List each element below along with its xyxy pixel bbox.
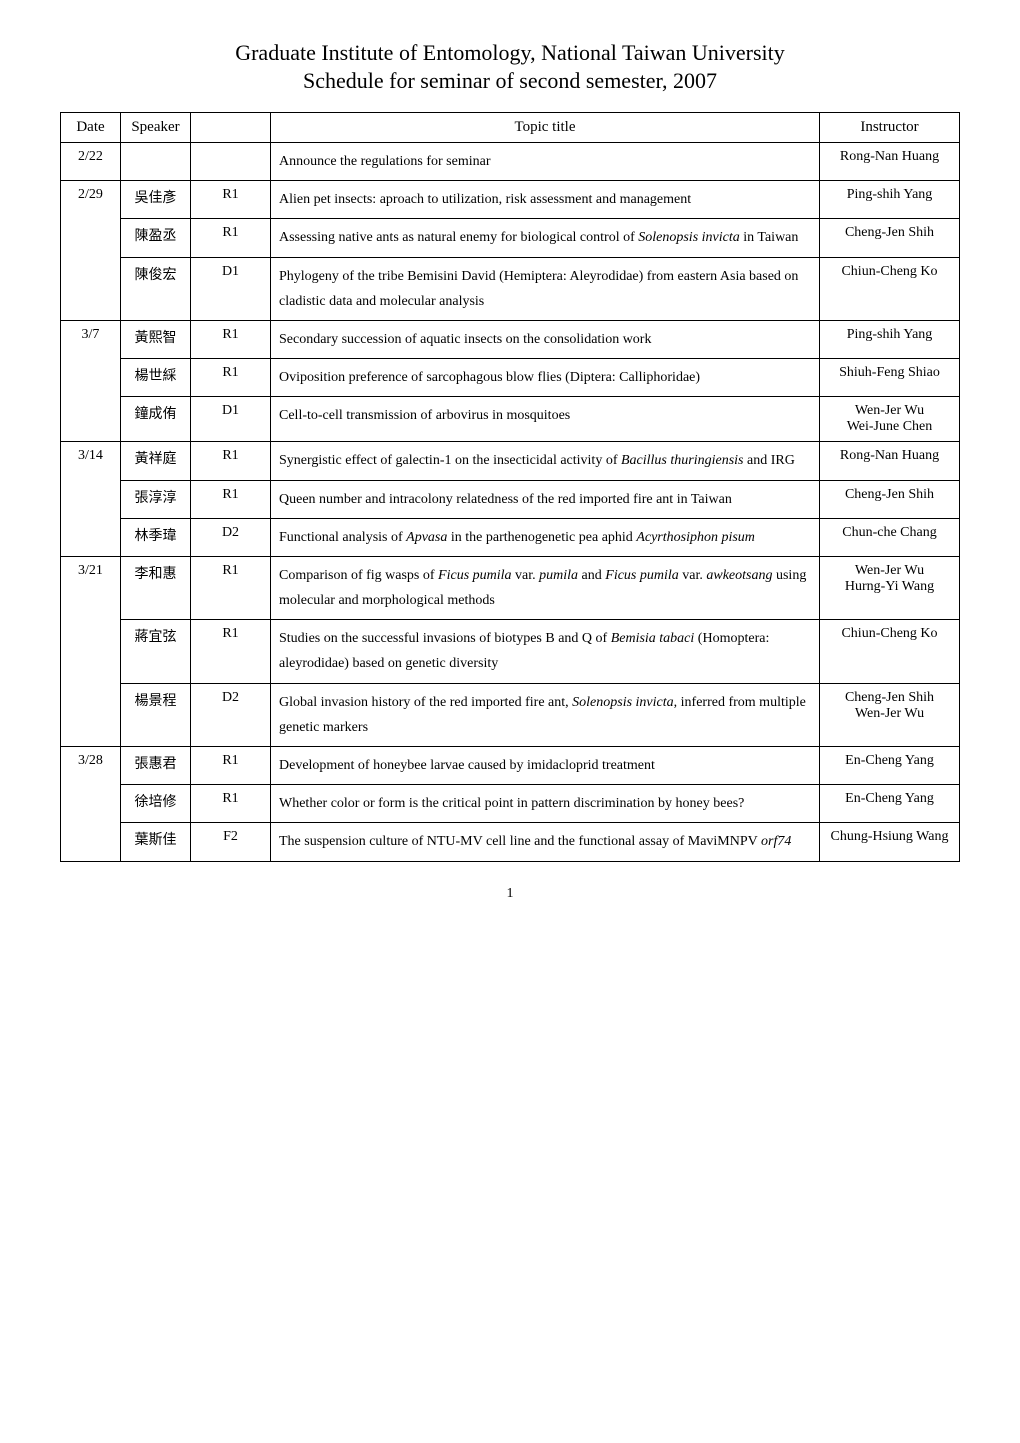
col-speaker: Speaker (121, 113, 191, 143)
cell-instructor: Cheng-Jen Shih (820, 219, 960, 257)
cell-topic: The suspension culture of NTU-MV cell li… (271, 823, 820, 861)
schedule-table: Date Speaker Topic title Instructor 2/22… (60, 112, 960, 862)
cell-speaker: 李和惠 (121, 556, 191, 619)
col-topic: Topic title (271, 113, 820, 143)
cell-date: 3/7 (61, 320, 121, 441)
cell-topic: Assessing native ants as natural enemy f… (271, 219, 820, 257)
cell-speaker: 徐培修 (121, 785, 191, 823)
cell-level: R1 (191, 785, 271, 823)
table-row: 蔣宜弦R1Studies on the successful invasions… (61, 620, 960, 683)
col-level (191, 113, 271, 143)
cell-level (191, 143, 271, 181)
cell-speaker: 黃熙智 (121, 320, 191, 358)
col-date: Date (61, 113, 121, 143)
cell-level: D2 (191, 683, 271, 746)
cell-speaker: 陳盈丞 (121, 219, 191, 257)
cell-speaker: 張惠君 (121, 747, 191, 785)
cell-topic: Phylogeny of the tribe Bemisini David (H… (271, 257, 820, 320)
cell-topic: Secondary succession of aquatic insects … (271, 320, 820, 358)
table-row: 3/28張惠君R1Development of honeybee larvae … (61, 747, 960, 785)
cell-topic: Development of honeybee larvae caused by… (271, 747, 820, 785)
cell-level: R1 (191, 747, 271, 785)
table-row: 張淳淳R1Queen number and intracolony relate… (61, 480, 960, 518)
cell-speaker: 楊景程 (121, 683, 191, 746)
table-body: 2/22 Announce the regulations for seminar… (61, 143, 960, 862)
cell-speaker (121, 143, 191, 181)
cell-instructor: Cheng-Jen Shih (820, 480, 960, 518)
cell-date: 3/28 (61, 747, 121, 862)
cell-instructor: Ping-shih Yang (820, 181, 960, 219)
page-subtitle: Schedule for seminar of second semester,… (60, 68, 960, 94)
cell-topic: Synergistic effect of galectin-1 on the … (271, 442, 820, 480)
cell-instructor: Chun-che Chang (820, 518, 960, 556)
cell-topic: Queen number and intracolony relatedness… (271, 480, 820, 518)
cell-level: R1 (191, 556, 271, 619)
cell-speaker: 林季瑋 (121, 518, 191, 556)
table-row: 徐培修R1Whether color or form is the critic… (61, 785, 960, 823)
cell-date: 3/14 (61, 442, 121, 557)
cell-instructor: Ping-shih Yang (820, 320, 960, 358)
cell-date: 2/29 (61, 181, 121, 321)
cell-speaker: 蔣宜弦 (121, 620, 191, 683)
cell-topic: Whether color or form is the critical po… (271, 785, 820, 823)
table-row: 陳俊宏D1Phylogeny of the tribe Bemisini Dav… (61, 257, 960, 320)
cell-date: 2/22 (61, 143, 121, 181)
cell-instructor: Chung-Hsiung Wang (820, 823, 960, 861)
cell-topic: Cell-to-cell transmission of arbovirus i… (271, 397, 820, 442)
cell-topic: Global invasion history of the red impor… (271, 683, 820, 746)
cell-level: R1 (191, 219, 271, 257)
page-number: 1 (60, 886, 960, 902)
cell-instructor: En-Cheng Yang (820, 747, 960, 785)
cell-level: D1 (191, 257, 271, 320)
table-row: 2/22 Announce the regulations for seminar… (61, 143, 960, 181)
cell-topic: Oviposition preference of sarcophagous b… (271, 359, 820, 397)
table-row: 3/21李和惠R1Comparison of fig wasps of Ficu… (61, 556, 960, 619)
page-title: Graduate Institute of Entomology, Nation… (60, 40, 960, 66)
cell-instructor: En-Cheng Yang (820, 785, 960, 823)
cell-level: D1 (191, 397, 271, 442)
cell-instructor: Rong-Nan Huang (820, 143, 960, 181)
cell-topic: Functional analysis of Apvasa in the par… (271, 518, 820, 556)
cell-date: 3/21 (61, 556, 121, 746)
cell-level: F2 (191, 823, 271, 861)
table-row: 陳盈丞R1Assessing native ants as natural en… (61, 219, 960, 257)
table-row: 葉斯佳F2The suspension culture of NTU-MV ce… (61, 823, 960, 861)
cell-speaker: 張淳淳 (121, 480, 191, 518)
cell-instructor: Rong-Nan Huang (820, 442, 960, 480)
cell-instructor: Cheng-Jen ShihWen-Jer Wu (820, 683, 960, 746)
table-row: 3/14黃祥庭R1Synergistic effect of galectin-… (61, 442, 960, 480)
cell-topic: Announce the regulations for seminar (271, 143, 820, 181)
table-row: 楊景程D2Global invasion history of the red … (61, 683, 960, 746)
cell-speaker: 楊世綵 (121, 359, 191, 397)
cell-instructor: Wen-Jer WuWei-June Chen (820, 397, 960, 442)
cell-speaker: 陳俊宏 (121, 257, 191, 320)
cell-instructor: Chiun-Cheng Ko (820, 257, 960, 320)
cell-instructor: Wen-Jer WuHurng-Yi Wang (820, 556, 960, 619)
cell-topic: Comparison of fig wasps of Ficus pumila … (271, 556, 820, 619)
cell-speaker: 黃祥庭 (121, 442, 191, 480)
cell-speaker: 葉斯佳 (121, 823, 191, 861)
cell-level: R1 (191, 480, 271, 518)
table-row: 鐘成侑D1Cell-to-cell transmission of arbovi… (61, 397, 960, 442)
cell-level: D2 (191, 518, 271, 556)
cell-speaker: 鐘成侑 (121, 397, 191, 442)
table-row: 林季瑋D2Functional analysis of Apvasa in th… (61, 518, 960, 556)
table-row: 楊世綵R1Oviposition preference of sarcophag… (61, 359, 960, 397)
table-header-row: Date Speaker Topic title Instructor (61, 113, 960, 143)
cell-level: R1 (191, 359, 271, 397)
col-instructor: Instructor (820, 113, 960, 143)
cell-level: R1 (191, 442, 271, 480)
cell-topic: Alien pet insects: aproach to utilizatio… (271, 181, 820, 219)
table-row: 3/7黃熙智R1Secondary succession of aquatic … (61, 320, 960, 358)
cell-instructor: Shiuh-Feng Shiao (820, 359, 960, 397)
cell-topic: Studies on the successful invasions of b… (271, 620, 820, 683)
cell-level: R1 (191, 181, 271, 219)
cell-level: R1 (191, 620, 271, 683)
cell-level: R1 (191, 320, 271, 358)
table-row: 2/29吳佳彥R1Alien pet insects: aproach to u… (61, 181, 960, 219)
cell-speaker: 吳佳彥 (121, 181, 191, 219)
cell-instructor: Chiun-Cheng Ko (820, 620, 960, 683)
